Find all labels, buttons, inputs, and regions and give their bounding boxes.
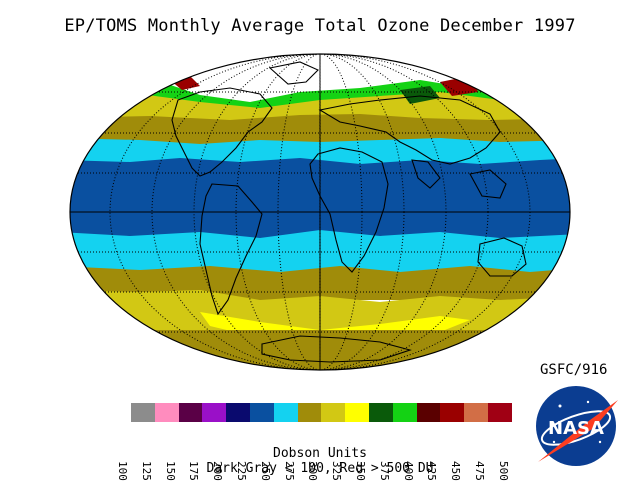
legend-swatch [417, 403, 441, 422]
logo-text: NASA [548, 418, 604, 439]
legend-swatch [202, 403, 226, 422]
legend-swatch [274, 403, 298, 422]
legend-swatch [155, 403, 179, 422]
legend-swatch [464, 403, 488, 422]
legend-swatch [440, 403, 464, 422]
legend-swatch [298, 403, 322, 422]
legend-swatch [393, 403, 417, 422]
legend-swatch [488, 403, 512, 422]
legend-swatch [345, 403, 369, 422]
legend-swatch [369, 403, 393, 422]
legend-swatch [321, 403, 345, 422]
nasa-logo: NASA [530, 380, 625, 475]
legend-swatch [226, 403, 250, 422]
legend-swatch [131, 403, 155, 422]
credit-label: GSFC/916 [540, 362, 607, 378]
legend-swatch [250, 403, 274, 422]
grid-lines [60, 54, 580, 370]
legend-swatch [179, 403, 203, 422]
